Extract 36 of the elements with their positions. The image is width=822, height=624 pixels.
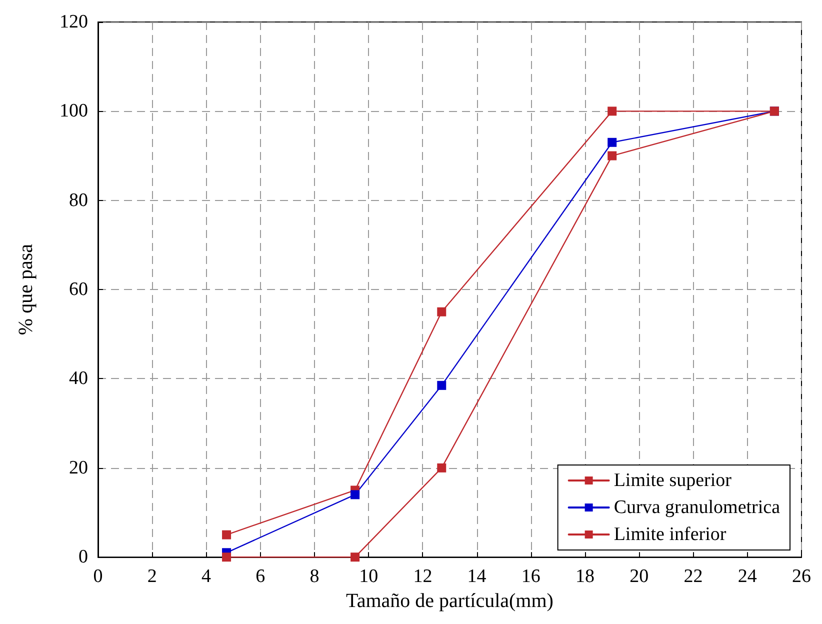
point (608, 138, 617, 147)
legend-label: Limite inferior (614, 524, 727, 545)
point (222, 552, 232, 562)
x-tick-label: 14 (467, 566, 487, 588)
x-tick-label: 22 (684, 566, 703, 588)
point (437, 463, 446, 472)
x-tick-label: 18 (576, 566, 595, 588)
point (608, 151, 617, 160)
y-tick-label: 0 (78, 546, 88, 568)
point (437, 380, 446, 390)
y-tick-label: 40 (69, 368, 88, 390)
legend-label: Limite superior (614, 470, 732, 491)
x-tick-label: 8 (310, 566, 320, 588)
y-tick-label: 120 (60, 12, 88, 32)
x-tick-label: 4 (201, 566, 212, 588)
y-tick-label: 60 (69, 279, 88, 300)
x-tick-label: 20 (630, 566, 649, 588)
point (222, 530, 232, 540)
point (608, 106, 617, 116)
x-tick-label: 12 (413, 566, 432, 588)
x-tick-label: 10 (359, 566, 378, 588)
x-tick-label: 26 (792, 566, 811, 588)
y-axis-title: % que pasa (15, 244, 37, 336)
point (350, 490, 360, 500)
x-tick-label: 16 (521, 566, 540, 588)
legend-label: Curva granulometrica (614, 497, 781, 518)
x-axis-title: Tamaño de partícula(mm) (346, 590, 554, 612)
x-tick-label: 2 (147, 566, 157, 588)
point (350, 552, 360, 562)
y-tick-label: 20 (69, 457, 88, 478)
x-tick-label: 24 (738, 566, 758, 588)
y-tick-label: 100 (60, 100, 88, 122)
x-tick-label: 0 (93, 566, 103, 588)
y-tick-label: 80 (69, 190, 88, 211)
x-tick-label: 6 (256, 566, 266, 588)
point (437, 307, 446, 316)
